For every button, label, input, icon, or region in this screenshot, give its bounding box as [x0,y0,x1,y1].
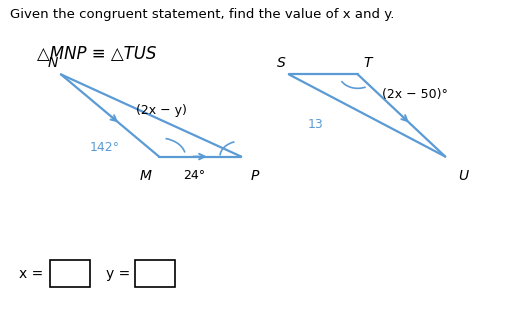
Text: 24°: 24° [183,169,205,182]
Text: y =: y = [106,267,130,281]
Text: (2x − y): (2x − y) [136,104,187,117]
Text: Given the congruent statement, find the value of x and y.: Given the congruent statement, find the … [10,8,394,21]
Text: 13: 13 [307,117,323,131]
Text: S: S [277,56,285,70]
Text: 142°: 142° [89,141,119,154]
Text: N: N [48,56,58,70]
FancyBboxPatch shape [50,260,90,287]
Text: U: U [458,169,469,183]
Text: x =: x = [19,267,43,281]
Text: P: P [250,169,259,183]
Text: △MNP ≡ △TUS: △MNP ≡ △TUS [37,45,156,63]
Text: M: M [140,169,152,183]
FancyBboxPatch shape [135,260,175,287]
Text: T: T [363,56,372,70]
Text: (2x − 50)°: (2x − 50)° [382,88,447,101]
